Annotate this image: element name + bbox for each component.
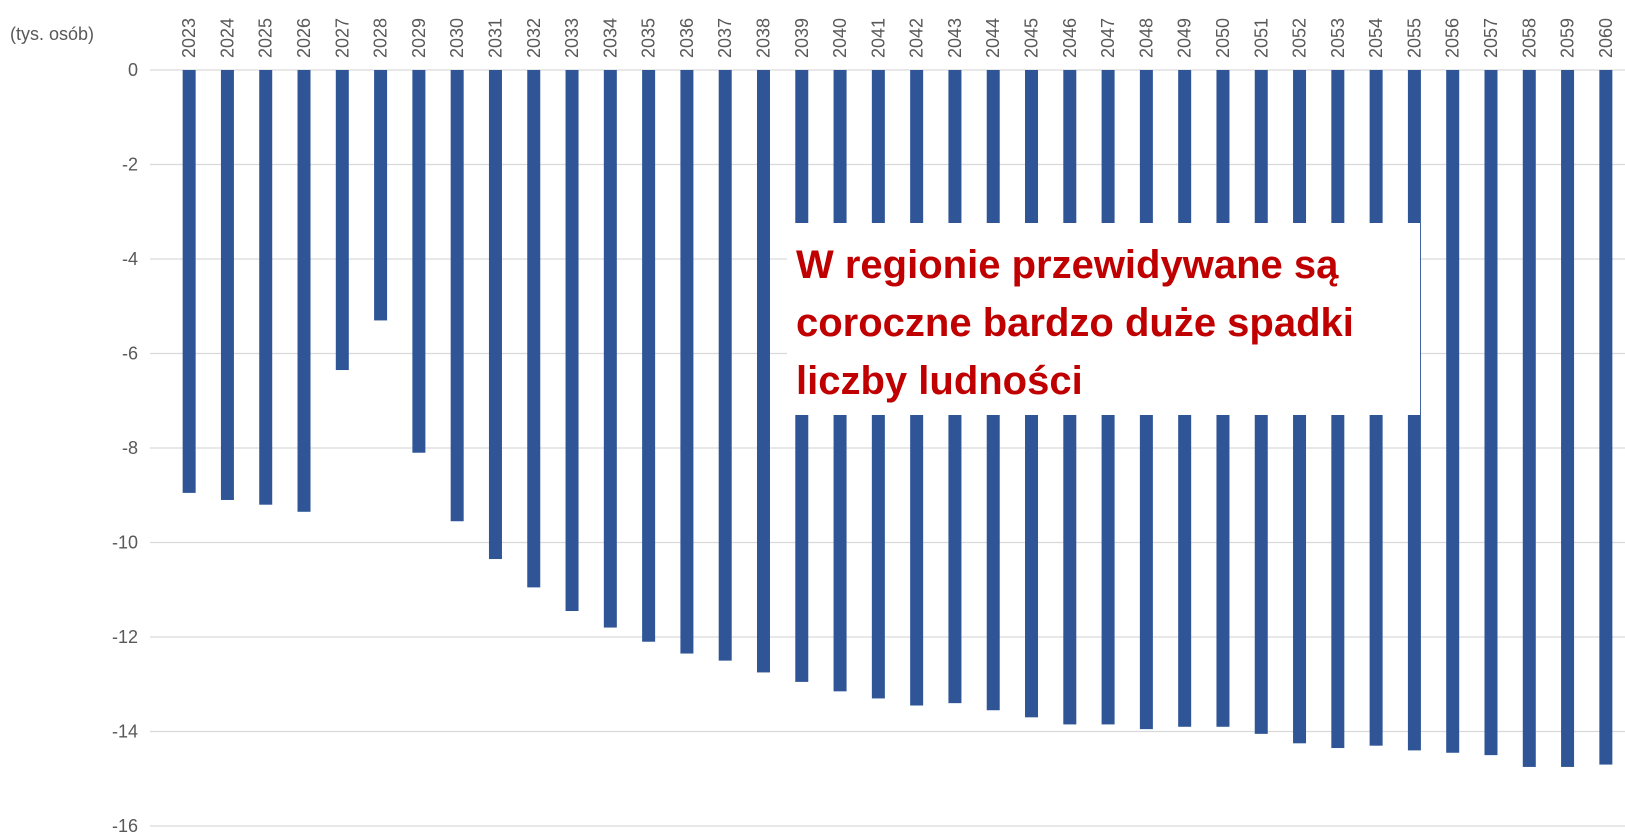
y-tick-label: -2 [122,155,138,175]
bar [718,70,732,661]
annotation-text: coroczne bardzo duże spadki [796,301,1354,345]
x-tick-label: 2038 [753,18,773,58]
bar [1446,70,1460,753]
x-tick-label: 2045 [1022,18,1042,58]
bar [1561,70,1575,767]
x-tick-label: 2047 [1098,18,1118,58]
x-tick-label: 2036 [677,18,697,58]
y-tick-label: -14 [112,722,138,742]
x-tick-label: 2034 [600,18,620,58]
bar [182,70,196,493]
bar [603,70,617,628]
x-tick-label: 2059 [1558,18,1578,58]
bar [335,70,349,371]
y-tick-label: -8 [122,438,138,458]
x-tick-label: 2041 [868,18,888,58]
bar [488,70,502,560]
x-tick-label: 2037 [715,18,735,58]
bar [450,70,464,522]
bar [1522,70,1536,767]
x-tick-label: 2044 [983,18,1003,58]
x-tick-label: 2057 [1481,18,1501,58]
x-tick-label: 2035 [639,18,659,58]
x-tick-label: 2025 [256,18,276,58]
x-tick-label: 2030 [447,18,467,58]
x-tick-label: 2040 [830,18,850,58]
x-tick-label: 2053 [1328,18,1348,58]
x-tick-label: 2032 [524,18,544,58]
y-tick-label: 0 [128,60,138,80]
bar [259,70,273,505]
bar [565,70,579,612]
x-tick-label: 2055 [1404,18,1424,58]
y-tick-label: -10 [112,533,138,553]
y-tick-label: -4 [122,249,138,269]
x-tick-label: 2039 [792,18,812,58]
bar [1599,70,1613,765]
bar [680,70,694,654]
y-tick-label: -6 [122,344,138,364]
bar [756,70,770,673]
x-tick-label: 2029 [409,18,429,58]
x-tick-label: 2031 [485,18,505,58]
x-tick-label: 2024 [217,18,237,58]
x-tick-label: 2050 [1213,18,1233,58]
x-tick-label: 2049 [1175,18,1195,58]
x-tick-label: 2042 [907,18,927,58]
annotation-box [787,223,1420,415]
bar [642,70,656,642]
x-tick-label: 2033 [562,18,582,58]
bar [412,70,426,453]
x-tick-label: 2048 [1136,18,1156,58]
y-tick-label: -16 [112,816,138,835]
bar [374,70,388,321]
x-tick-label: 2052 [1290,18,1310,58]
unit-label: (tys. osób) [10,24,94,44]
annotation-text: liczby ludności [796,359,1083,403]
x-tick-label: 2051 [1251,18,1271,58]
bar [1484,70,1498,756]
x-tick-label: 2054 [1366,18,1386,58]
bar [527,70,541,588]
y-tick-label: -12 [112,627,138,647]
bar [220,70,234,500]
x-tick-label: 2060 [1596,18,1616,58]
x-tick-label: 2023 [179,18,199,58]
annotation-text: W regionie przewidywane są [796,243,1339,287]
x-tick-label: 2028 [371,18,391,58]
x-tick-label: 2058 [1519,18,1539,58]
x-tick-label: 2046 [1060,18,1080,58]
x-tick-label: 2043 [945,18,965,58]
x-tick-label: 2027 [332,18,352,58]
x-tick-label: 2026 [294,18,314,58]
bar [297,70,311,512]
x-tick-label: 2056 [1443,18,1463,58]
